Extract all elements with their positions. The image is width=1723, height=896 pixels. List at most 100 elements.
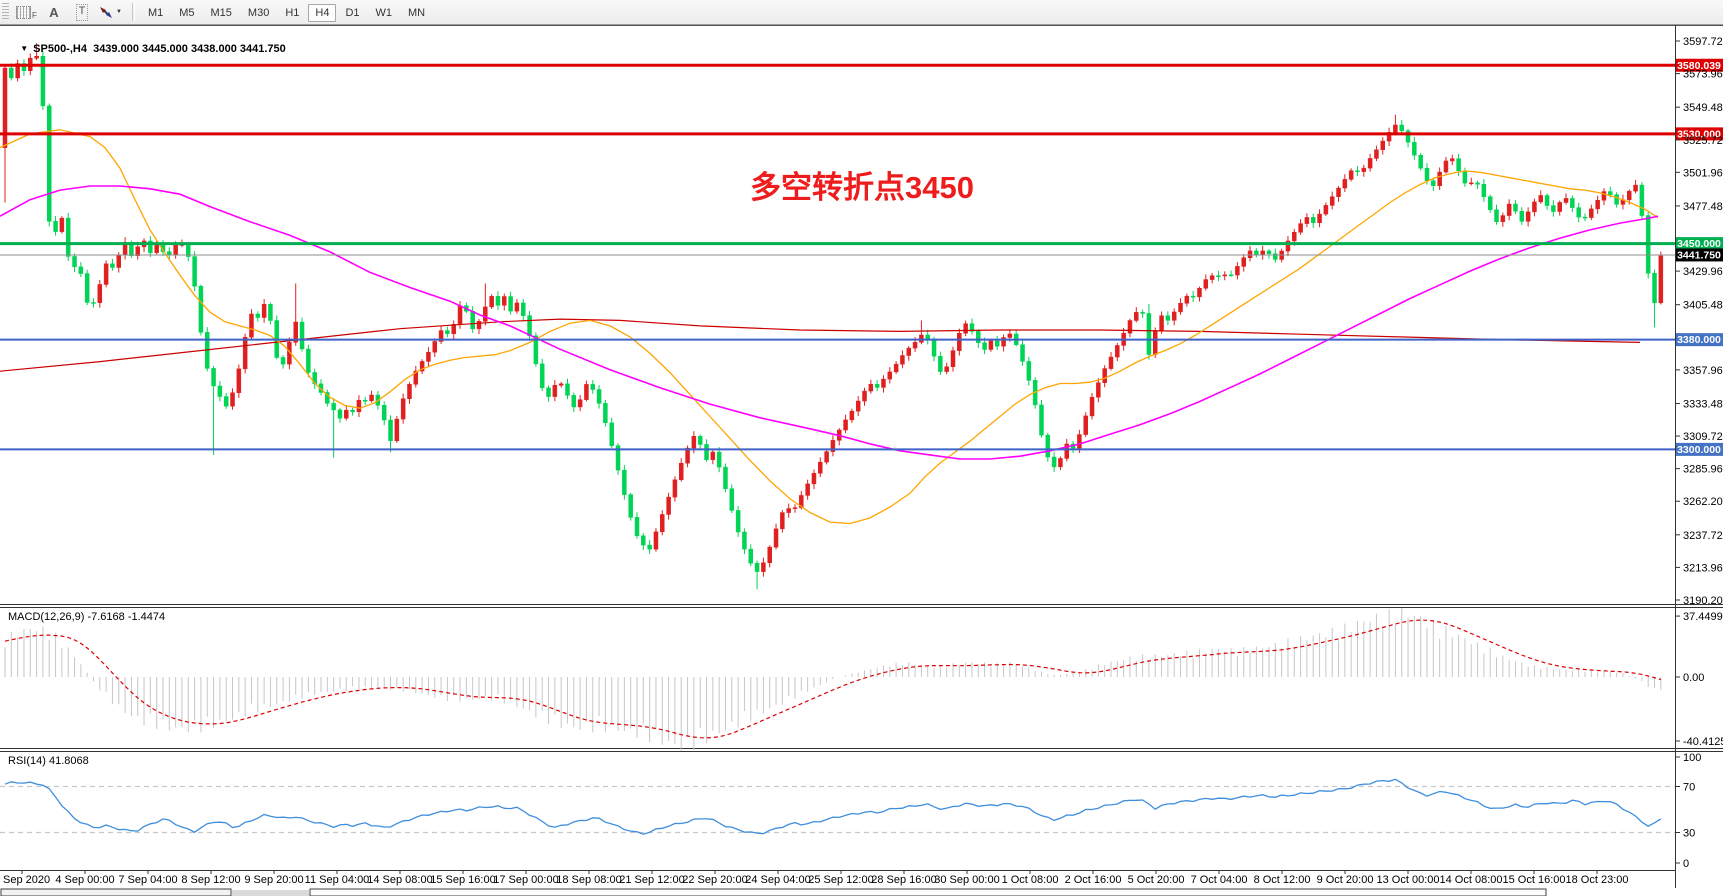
svg-text:3213.960: 3213.960 [1683, 562, 1723, 574]
symbol-ohlc-text: SP500-,H4 3439.000 3445.000 3438.000 344… [33, 43, 286, 55]
svg-text:3573.960: 3573.960 [1683, 69, 1723, 81]
macd-signal-line [4, 619, 1662, 739]
time-label: 8 Oct 12:00 [1254, 874, 1311, 886]
timeframe-buttons: M1 M5 M15 M30 H1 H4 D1 W1 MN [140, 3, 433, 22]
templates-grid-icon[interactable]: F [14, 2, 38, 23]
chart-tab[interactable] [0, 888, 232, 896]
svg-text:3405.480: 3405.480 [1683, 300, 1723, 312]
toolbar-separator [131, 3, 135, 21]
macd-layer [4, 608, 1662, 751]
time-label: 24 Sep 04:00 [745, 874, 810, 886]
svg-text:3441.750: 3441.750 [1677, 249, 1721, 261]
svg-text:3262.200: 3262.200 [1683, 496, 1723, 508]
time-label: 21 Sep 12:00 [619, 874, 684, 886]
timeframe-button-w1[interactable]: W1 [369, 4, 400, 22]
timeframe-button-m5[interactable]: M5 [172, 4, 201, 22]
time-label: 8 Sep 12:00 [181, 874, 240, 886]
chart-tab-wide[interactable] [309, 888, 1547, 896]
timeframe-button-m15[interactable]: M15 [204, 4, 239, 22]
timeframe-button-mn[interactable]: MN [401, 4, 432, 22]
svg-text:70: 70 [1683, 782, 1695, 794]
timeframe-button-d1[interactable]: D1 [338, 4, 366, 22]
time-label: 9 Sep 20:00 [244, 874, 303, 886]
price-flag-3380.000 [1676, 333, 1723, 347]
time-label: 15 Oct 16:00 [1503, 874, 1566, 886]
time-label: 7 Sep 04:00 [118, 874, 177, 886]
svg-text:3597.720: 3597.720 [1683, 36, 1723, 48]
rsi-line [4, 778, 1662, 835]
toolbar: F A T ▼ M1 M5 M15 M30 H1 H4 D1 W1 MN [0, 0, 1723, 25]
time-label: 14 Oct 08:00 [1440, 874, 1503, 886]
price-flag-3530.000 [1676, 127, 1723, 141]
svg-text:3525.720: 3525.720 [1683, 135, 1723, 147]
time-label: 4 Sep 00:00 [55, 874, 114, 886]
time-label: 1 Oct 08:00 [1002, 874, 1059, 886]
macd-indicator-label: MACD(12,26,9) -7.6168 -1.4474 [8, 611, 166, 623]
text-label-icon[interactable]: T [70, 2, 94, 23]
svg-text:3380.000: 3380.000 [1677, 334, 1721, 346]
time-label: 22 Sep 20:00 [682, 874, 747, 886]
svg-text:3429.960: 3429.960 [1683, 266, 1723, 278]
svg-text:100: 100 [1683, 752, 1701, 764]
svg-text:3549.480: 3549.480 [1683, 102, 1723, 114]
svg-text:3237.720: 3237.720 [1683, 530, 1723, 542]
grid-f-letter: F [32, 10, 37, 20]
time-label: 28 Sep 16:00 [871, 874, 936, 886]
time-label: 17 Sep 00:00 [493, 874, 558, 886]
time-label: 13 Oct 00:00 [1377, 874, 1440, 886]
svg-text:3477.480: 3477.480 [1683, 201, 1723, 213]
time-label: 30 Sep 00:00 [934, 874, 999, 886]
grid-glyph [16, 5, 32, 19]
time-label: 5 Oct 20:00 [1128, 874, 1185, 886]
svg-text:3300.000: 3300.000 [1677, 444, 1721, 456]
time-label: 2 Sep 2020 [0, 874, 50, 886]
svg-text:3357.960: 3357.960 [1683, 365, 1723, 377]
svg-text:3309.720: 3309.720 [1683, 431, 1723, 443]
time-label: 9 Oct 20:00 [1317, 874, 1374, 886]
svg-text:0.00: 0.00 [1683, 672, 1704, 684]
font-a-icon[interactable]: A [49, 4, 59, 20]
chart-tabs-strip [0, 888, 1547, 896]
draw-arrows-icon[interactable]: ▼ [98, 2, 123, 23]
svg-text:3450.000: 3450.000 [1677, 238, 1721, 250]
svg-text:3501.960: 3501.960 [1683, 167, 1723, 179]
chart-tab-active[interactable] [232, 890, 309, 896]
svg-text:3530.000: 3530.000 [1677, 128, 1721, 140]
svg-text:3190.200: 3190.200 [1683, 595, 1723, 607]
svg-text:3285.960: 3285.960 [1683, 464, 1723, 476]
arrows-glyph [100, 6, 112, 18]
timeframe-button-h4[interactable]: H4 [308, 3, 337, 22]
ma-magenta-line [0, 185, 1659, 460]
collapse-triangle-icon[interactable]: ▼ [20, 44, 29, 53]
price-flag-3580.039 [1676, 58, 1723, 72]
time-label: 7 Oct 04:00 [1191, 874, 1248, 886]
ma-orange-line [0, 129, 1659, 525]
chart-annotation-text[interactable]: 多空转折点3450 [750, 170, 974, 205]
timeframe-button-m30[interactable]: M30 [241, 4, 276, 22]
price-flag-3441.750 [1676, 248, 1723, 262]
time-label: 18 Sep 08:00 [556, 874, 621, 886]
timeframe-button-h1[interactable]: H1 [278, 4, 306, 22]
time-label: 18 Oct 23:00 [1566, 874, 1629, 886]
price-flag-3300.000 [1676, 442, 1723, 456]
rsi-indicator-label: RSI(14) 41.8068 [8, 755, 89, 767]
time-label: 25 Sep 12:00 [808, 874, 873, 886]
svg-text:3333.480: 3333.480 [1683, 398, 1723, 410]
price-flag-3450.000 [1676, 237, 1723, 251]
svg-text:0: 0 [1683, 858, 1689, 870]
svg-text:30: 30 [1683, 828, 1695, 840]
svg-text:37.4499: 37.4499 [1683, 611, 1723, 623]
time-label: 15 Sep 16:00 [430, 874, 495, 886]
time-label: 11 Sep 04:00 [305, 874, 370, 886]
toolbar-grip[interactable] [2, 3, 9, 21]
svg-text:-40.4125: -40.4125 [1683, 736, 1723, 748]
timeframe-button-m1[interactable]: M1 [141, 4, 170, 22]
candles-layer [2, 43, 1664, 590]
time-label: 14 Sep 08:00 [367, 874, 432, 886]
symbol-ohlc-line[interactable]: ▼ SP500-,H4 3439.000 3445.000 3438.000 34… [8, 31, 286, 67]
time-label: 2 Oct 16:00 [1065, 874, 1122, 886]
svg-text:3580.039: 3580.039 [1677, 60, 1721, 72]
arrows-dropdown-icon[interactable]: ▼ [116, 9, 122, 15]
